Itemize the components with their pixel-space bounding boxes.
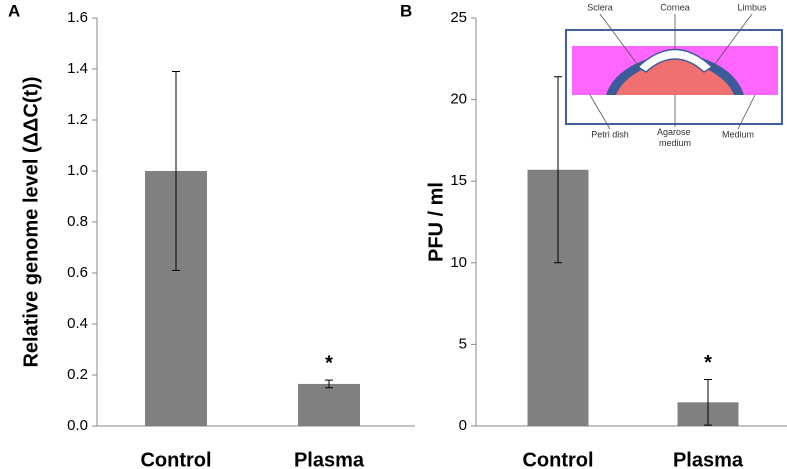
x-tick-label: Control [522, 449, 593, 469]
inset-label: Medium [722, 129, 754, 139]
error-bar [704, 378, 712, 426]
y-tick-label: 1.2 [67, 111, 88, 128]
y-tick-label: 0.6 [67, 264, 88, 281]
y-tick-label: 15 [450, 172, 467, 189]
leader-line [599, 13, 641, 69]
bar [298, 383, 360, 426]
inset-label: Petri dish [591, 129, 629, 139]
x-tick-label: Plasma [294, 449, 365, 469]
inset-label: Sclera [587, 2, 613, 12]
annotation: * [325, 352, 333, 374]
y-tick-label: 10 [450, 254, 467, 271]
inset-label: Limbus [737, 2, 767, 12]
y-tick-label: 1.6 [67, 9, 88, 26]
panel-label: B [400, 1, 412, 20]
inset-label: Agarose medium [657, 127, 693, 148]
y-tick-label: 0 [459, 417, 467, 434]
annotation: * [704, 352, 712, 374]
x-tick-label: Plasma [673, 449, 744, 469]
inset-diagram: Sclera Cornea Limbus Petri dish Agarose medi… [565, 2, 783, 148]
y-tick-label: 25 [450, 9, 467, 26]
y-axis-label: PFU / ml [425, 182, 447, 262]
cornea [636, 48, 714, 73]
error-bar [325, 379, 333, 389]
error-bar [172, 71, 180, 271]
panel-label: A [8, 1, 20, 20]
y-tick-label: 0.8 [67, 213, 88, 230]
y-tick-label: 0.4 [67, 315, 88, 332]
y-tick-label: 0.0 [67, 417, 88, 434]
leader-line [711, 13, 753, 69]
petri-dish [565, 29, 783, 125]
leader-line [589, 94, 611, 130]
error-bar [554, 76, 562, 264]
leader-line [737, 94, 756, 130]
y-tick-label: 20 [450, 91, 467, 108]
y-axis-label: Relative genome level (ΔΔC(t)) [20, 76, 42, 367]
inset-label: Cornea [660, 2, 690, 12]
y-tick-label: 1.0 [67, 162, 88, 179]
y-tick-label: 1.4 [67, 60, 88, 77]
y-tick-label: 5 [459, 335, 467, 352]
x-tick-label: Control [140, 449, 211, 469]
agarose [616, 58, 734, 95]
y-tick-label: 0.2 [67, 366, 88, 383]
